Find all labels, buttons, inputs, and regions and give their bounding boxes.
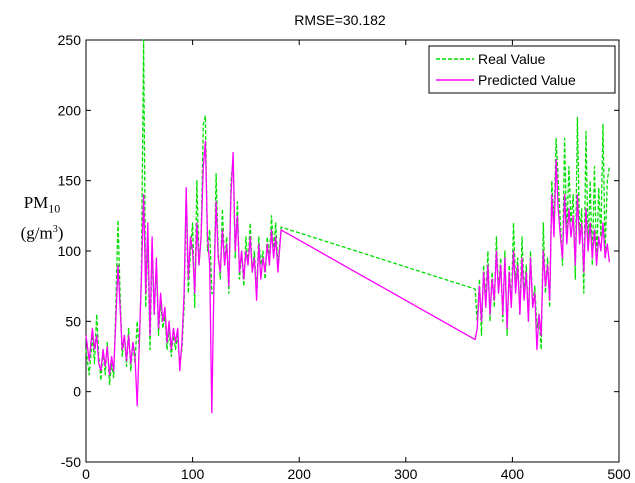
x-axis: 0 100 200 300 400 500 <box>82 40 631 482</box>
chart-title: RMSE=30.182 <box>294 12 386 28</box>
x-tick-label: 500 <box>607 466 631 482</box>
y-tick-label: -50 <box>61 454 81 470</box>
y-axis-label-quantity: PM10 <box>23 193 61 216</box>
plot-area <box>85 39 620 463</box>
x-tick-label: 400 <box>501 466 525 482</box>
legend-box <box>428 45 616 94</box>
x-tick-label: 100 <box>181 466 205 482</box>
series-line-predicted-value <box>85 140 611 414</box>
legend-label-real-value: Real Value <box>478 51 546 67</box>
y-tick-label: 200 <box>58 102 82 118</box>
legend: Real Value Predicted Value <box>428 45 616 94</box>
series-layer <box>85 39 611 414</box>
y-tick-label: 250 <box>58 32 82 48</box>
y-tick-label: 150 <box>58 173 82 189</box>
y-tick-label: 50 <box>65 313 81 329</box>
legend-label-predicted-value: Predicted Value <box>478 72 576 88</box>
x-tick-label: 0 <box>82 466 90 482</box>
y-axis-label-unit: (g/m3) <box>20 224 64 244</box>
y-axis: -50 0 50 100 150 200 250 <box>58 32 619 470</box>
y-tick-label: 0 <box>73 384 81 400</box>
x-tick-label: 300 <box>394 466 418 482</box>
y-axis-label: PM10 (g/m3) <box>6 192 78 245</box>
y-tick-label: 100 <box>58 243 82 259</box>
x-tick-label: 200 <box>288 466 312 482</box>
